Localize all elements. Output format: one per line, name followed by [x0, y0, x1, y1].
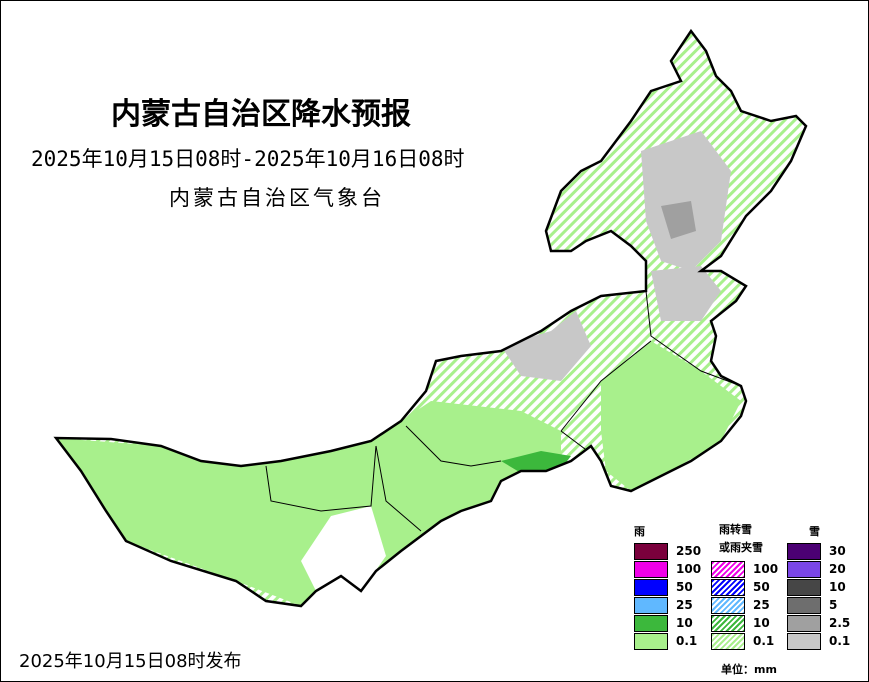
- issuing-agency: 内蒙古自治区气象台: [169, 186, 385, 210]
- legend-label: 10: [829, 580, 846, 594]
- dry-area: [301, 506, 386, 591]
- legend-swatch-rain-250: [634, 543, 668, 560]
- snow-area-moderate: [661, 201, 696, 239]
- legend-label: 0.1: [753, 634, 775, 648]
- legend-swatch-mixed-100: [711, 561, 745, 578]
- legend-label: 2.5: [829, 616, 851, 630]
- legend-label: 100: [676, 562, 702, 576]
- legend-label: 50: [753, 580, 770, 594]
- legend-swatch-snow-20: [787, 561, 821, 578]
- legend-label: 0.1: [829, 634, 851, 648]
- legend-swatch-snow-2.5: [787, 615, 821, 632]
- league-boundaries: [265, 290, 742, 532]
- legend-label: 10: [676, 616, 693, 630]
- map-title: 内蒙古自治区降水预报: [111, 97, 411, 132]
- legend-label: 250: [676, 544, 702, 558]
- legend-label: 10: [753, 616, 770, 630]
- snow-area-central: [501, 311, 591, 381]
- legend-swatch-rain-10: [634, 615, 668, 632]
- forecast-period: 2025年10月15日08时-2025年10月16日08时: [31, 147, 465, 171]
- legend-label: 20: [829, 562, 846, 576]
- legend-unit: 单位：mm: [721, 663, 777, 676]
- legend-swatch-rain-25: [634, 597, 668, 614]
- legend-mixed-title2: 或雨夹雪: [719, 541, 763, 554]
- legend-label: 100: [753, 562, 779, 576]
- legend-swatch-rain-0.1: [634, 633, 668, 650]
- legend-swatch-snow-5: [787, 597, 821, 614]
- legend-label: 50: [676, 580, 693, 594]
- legend-label: 25: [676, 598, 693, 612]
- legend-swatch-snow-0.1: [787, 633, 821, 650]
- snow-area-neck: [651, 266, 721, 321]
- snow-area-light: [641, 131, 731, 271]
- legend-swatch-rain-100: [634, 561, 668, 578]
- legend-swatch-mixed-0.1: [711, 633, 745, 650]
- legend-label: 30: [829, 544, 846, 558]
- legend-label: 5: [829, 598, 838, 612]
- legend-swatch-mixed-50: [711, 579, 745, 596]
- legend-label: 25: [753, 598, 770, 612]
- rain-area-east: [601, 341, 741, 491]
- legend-snow-title: 雪: [809, 525, 820, 538]
- legend-swatch-snow-10: [787, 579, 821, 596]
- legend-swatch-rain-50: [634, 579, 668, 596]
- legend-swatch-mixed-25: [711, 597, 745, 614]
- legend-swatch-snow-30: [787, 543, 821, 560]
- legend-label: 0.1: [676, 634, 698, 648]
- legend-mixed-title: 雨转雪: [719, 523, 752, 536]
- legend-rain-title: 雨: [634, 525, 645, 538]
- legend: 雨 雨转雪 或雨夹雪 雪 250 100 50 25 10 0.1 100 50 25 10 0.1…: [629, 521, 868, 681]
- issue-time: 2025年10月15日08时发布: [19, 651, 242, 672]
- legend-swatch-mixed-10: [711, 615, 745, 632]
